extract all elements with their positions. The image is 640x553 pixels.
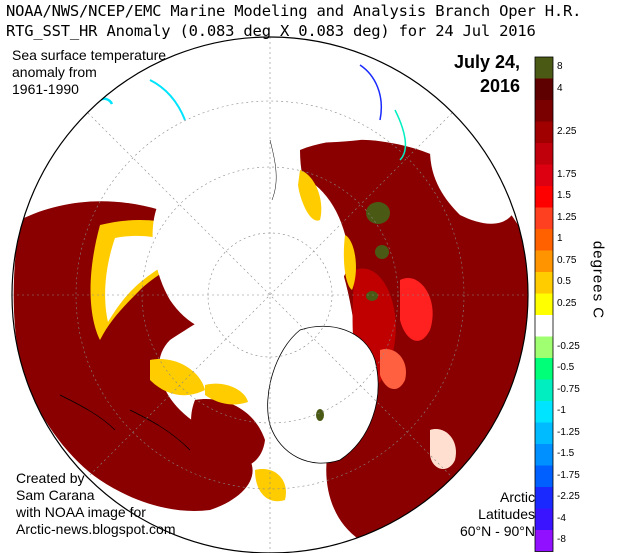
header-line-1: NOAA/NWS/NCEP/EMC Marine Modeling and An… — [6, 2, 582, 20]
colorbar-bin — [535, 530, 553, 552]
map-date-line-2: 2016 — [479, 76, 520, 96]
colorbar-tick-label: 8 — [557, 61, 563, 72]
colorbar-bin — [535, 207, 553, 229]
region-label: Arctic Latitudes 60°N - 90°N — [425, 489, 535, 540]
colorbar-bin — [535, 100, 553, 122]
header-line-2: RTG_SST_HR Anomaly (0.083 deg X 0.083 de… — [6, 22, 536, 40]
colorbar-bin — [535, 164, 553, 186]
region-line-1: Arctic — [500, 489, 535, 505]
colorbar-bin — [535, 78, 553, 100]
colorbar-bin — [535, 465, 553, 487]
greenland — [267, 326, 379, 464]
colorbar-tick-label: -0.5 — [557, 362, 575, 373]
colorbar-bin — [535, 143, 553, 165]
colorbar-tick-label: 0.5 — [557, 276, 571, 287]
colorbar-bin — [535, 358, 553, 380]
colorbar-tick-label: 4 — [557, 82, 563, 94]
colorbar-bin — [535, 250, 553, 272]
polar-disk — [12, 37, 528, 553]
colorbar-tick-label: 1 — [557, 233, 563, 244]
colorbar-bin — [535, 422, 553, 444]
graticule — [12, 37, 528, 553]
map-description-line-1: Sea surface temperature — [12, 47, 167, 63]
map-description-line-2: anomaly from — [12, 64, 97, 80]
colorbar-tick-label: 1.25 — [557, 211, 577, 223]
colorbar-frame — [534, 56, 554, 552]
colorbar-bin — [535, 293, 553, 315]
colorbar-tick-label: -4 — [557, 512, 566, 524]
colorbar-bin — [535, 401, 553, 423]
credit-line-2: Sam Carana — [16, 487, 95, 503]
credit-line-4: Arctic-news.blogspot.com — [16, 521, 176, 537]
colorbar-bin — [535, 379, 553, 401]
map-description-line-3: 1961-1990 — [12, 81, 79, 97]
colorbar-tick-label: -2.25 — [557, 491, 580, 502]
colorbar — [534, 56, 554, 552]
colorbar-tick-label: -1.25 — [557, 426, 580, 438]
colorbar-bin — [535, 487, 553, 509]
colorbar-tick-label: -0.75 — [557, 383, 580, 395]
colorbar-unit-label: degrees C — [589, 240, 607, 320]
colorbar-tick-label: -0.25 — [557, 340, 580, 352]
map-date-line-1: July 24, — [453, 52, 520, 72]
map-date: July 24, 2016 — [420, 50, 520, 98]
colorbar-bin — [535, 186, 553, 208]
colorbar-bin — [535, 444, 553, 466]
map-description: Sea surface temperature anomaly from 196… — [12, 47, 192, 98]
colorbar-tick-label: 1.75 — [557, 168, 577, 180]
credit-line-3: with NOAA image for — [16, 504, 146, 520]
colorbar-bin — [535, 229, 553, 251]
central-arctic-ice — [152, 168, 350, 337]
map-outline — [11, 36, 529, 553]
colorbar-tick-label: 0.75 — [557, 254, 577, 266]
region-line-2: Latitudes — [478, 506, 535, 522]
colorbar-bin — [535, 57, 553, 79]
colorbar-tick-label: -1.5 — [557, 448, 575, 459]
colorbar-bin — [535, 121, 553, 143]
region-line-3: 60°N - 90°N — [459, 523, 535, 539]
colorbar-bin — [535, 315, 553, 337]
colorbar-tick-label: 0.25 — [557, 297, 577, 309]
colorbar-bin — [535, 272, 553, 294]
colorbar-tick-label: -1 — [557, 405, 566, 416]
colorbar-tick-label: -1.75 — [557, 469, 580, 481]
credit-text: Created by Sam Carana with NOAA image fo… — [16, 470, 206, 538]
colorbar-bin — [535, 336, 553, 358]
credit-line-1: Created by — [16, 470, 85, 486]
colorbar-tick-label: 2.25 — [557, 125, 577, 137]
colorbar-tick-label: 1.5 — [557, 190, 571, 201]
colorbar-bin — [535, 508, 553, 530]
colorbar-tick-label: -8 — [557, 534, 566, 545]
